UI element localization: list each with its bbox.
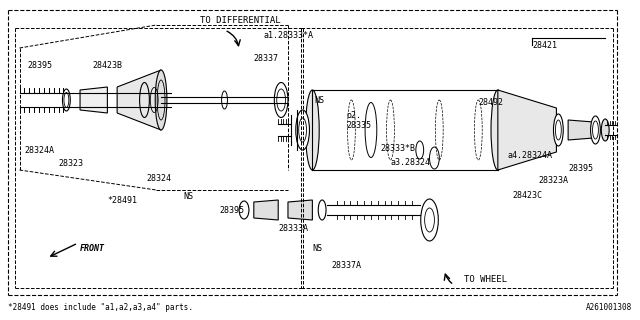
Text: 28423C: 28423C: [513, 190, 543, 199]
Text: FRONT: FRONT: [80, 244, 105, 252]
Polygon shape: [288, 200, 312, 220]
Text: 28395: 28395: [220, 205, 244, 214]
Ellipse shape: [318, 200, 326, 220]
Ellipse shape: [591, 116, 600, 144]
Ellipse shape: [239, 201, 249, 219]
Text: 28423B: 28423B: [93, 60, 123, 69]
Text: TO WHEEL: TO WHEEL: [464, 276, 507, 284]
Text: *28491 does include "a1,a2,a3,a4" parts.: *28491 does include "a1,a2,a3,a4" parts.: [8, 303, 193, 313]
Ellipse shape: [156, 70, 167, 130]
Text: NS: NS: [314, 95, 324, 105]
Text: a3.28324: a3.28324: [390, 157, 431, 166]
Polygon shape: [568, 120, 593, 140]
Ellipse shape: [275, 83, 288, 117]
Ellipse shape: [420, 199, 438, 241]
Text: a1.28333*A: a1.28333*A: [264, 30, 314, 39]
Text: 28333A: 28333A: [278, 223, 308, 233]
Text: 28395: 28395: [568, 164, 593, 172]
Text: o2.: o2.: [346, 110, 362, 119]
Ellipse shape: [602, 119, 609, 141]
Ellipse shape: [63, 89, 70, 111]
Ellipse shape: [296, 110, 310, 150]
Text: 28323A: 28323A: [539, 175, 569, 185]
Text: *28491: *28491: [108, 196, 138, 204]
Ellipse shape: [305, 90, 319, 170]
Text: a4.28324A: a4.28324A: [508, 150, 552, 159]
Polygon shape: [117, 70, 161, 130]
Text: 28324A: 28324A: [24, 146, 54, 155]
Text: TO DIFFERENTIAL: TO DIFFERENTIAL: [200, 15, 281, 25]
Text: 28492: 28492: [478, 98, 503, 107]
Text: 28337A: 28337A: [332, 260, 362, 269]
Text: NS: NS: [312, 244, 323, 252]
Ellipse shape: [491, 90, 505, 170]
Polygon shape: [498, 90, 556, 170]
Text: 28395: 28395: [28, 60, 52, 69]
Text: 28323: 28323: [59, 158, 84, 167]
Text: A261001308: A261001308: [586, 303, 632, 313]
Polygon shape: [80, 87, 108, 113]
Text: 28421: 28421: [532, 41, 557, 50]
Ellipse shape: [554, 114, 563, 146]
Text: 28337: 28337: [254, 53, 279, 62]
Text: NS: NS: [184, 191, 193, 201]
Text: 28333*B: 28333*B: [381, 143, 416, 153]
Text: 28335: 28335: [346, 121, 372, 130]
Text: 28324: 28324: [147, 173, 172, 182]
Polygon shape: [254, 200, 278, 220]
